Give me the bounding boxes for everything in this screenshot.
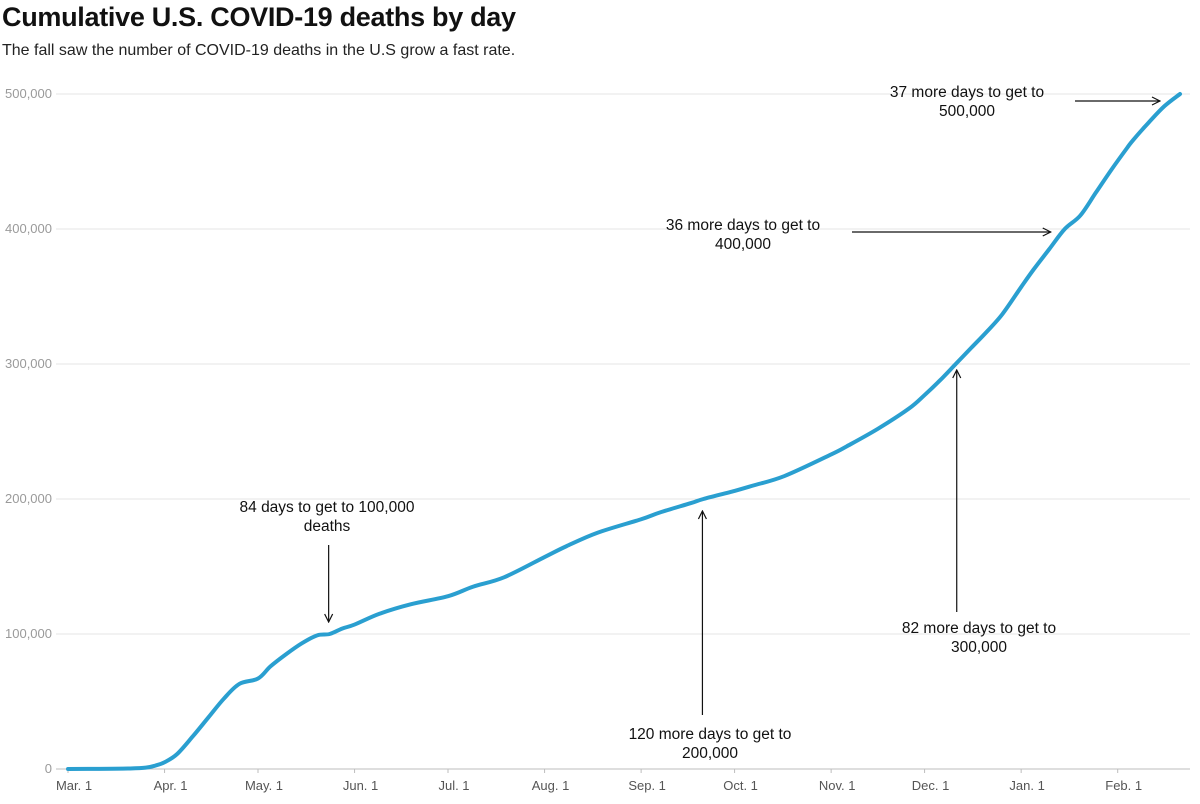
chart-subtitle: The fall saw the number of COVID-19 deat… [2, 42, 516, 59]
gridlines [56, 93, 1190, 770]
y-tick-label: 100,000 [5, 626, 52, 641]
annotation-text: 36 more days to get to 400,000 [666, 217, 820, 253]
annotation-400k: 36 more days to get to 400,000 [666, 217, 1051, 253]
series-line [66, 92, 1182, 771]
x-tick-label: Oct. 1 [723, 778, 758, 793]
annotation-text: 120 more days to get to 200,000 [629, 726, 792, 762]
x-tick-label: Mar. 1 [56, 778, 92, 793]
x-tick-label: Feb. 1 [1105, 778, 1142, 793]
x-tick-label: Aug. 1 [532, 778, 570, 793]
x-axis: Mar. 1 Apr. 1 May. 1 Jun. 1 Jul. 1 Aug. 1 Sep.… [56, 769, 1142, 793]
x-tick-label: Nov. 1 [819, 778, 856, 793]
annotation-text: 37 more days to get to 500,000 [890, 84, 1044, 120]
annotation-200k: 120 more days to get to 200,000 [629, 511, 792, 762]
x-tick-label: Dec. 1 [912, 778, 950, 793]
x-tick-label: Sep. 1 [628, 778, 666, 793]
annotation-300k: 82 more days to get to 300,000 [902, 370, 1056, 656]
y-axis: 0 100,000 200,000 300,000 400,000 500,000 [5, 86, 52, 776]
y-tick-label: 200,000 [5, 491, 52, 506]
x-tick-label: Jun. 1 [343, 778, 378, 793]
x-tick-label: Jan. 1 [1009, 778, 1044, 793]
x-tick-label: Apr. 1 [154, 778, 188, 793]
y-tick-label: 400,000 [5, 221, 52, 236]
annotation-100k: 84 days to get to 100,000 deaths [240, 499, 415, 622]
annotation-text: 82 more days to get to 300,000 [902, 620, 1056, 656]
chart-title: Cumulative U.S. COVID-19 deaths by day [2, 2, 516, 32]
annotation-500k: 37 more days to get to 500,000 [890, 84, 1160, 120]
annotations: 84 days to get to 100,000 deaths 120 more … [240, 84, 1160, 762]
series-layer [66, 92, 1182, 771]
y-tick-label: 0 [45, 761, 52, 776]
x-tick-label: May. 1 [245, 778, 283, 793]
y-tick-label: 500,000 [5, 86, 52, 101]
x-tick-label: Jul. 1 [438, 778, 469, 793]
annotation-text: 84 days to get to 100,000 deaths [240, 499, 415, 535]
y-tick-label: 300,000 [5, 356, 52, 371]
